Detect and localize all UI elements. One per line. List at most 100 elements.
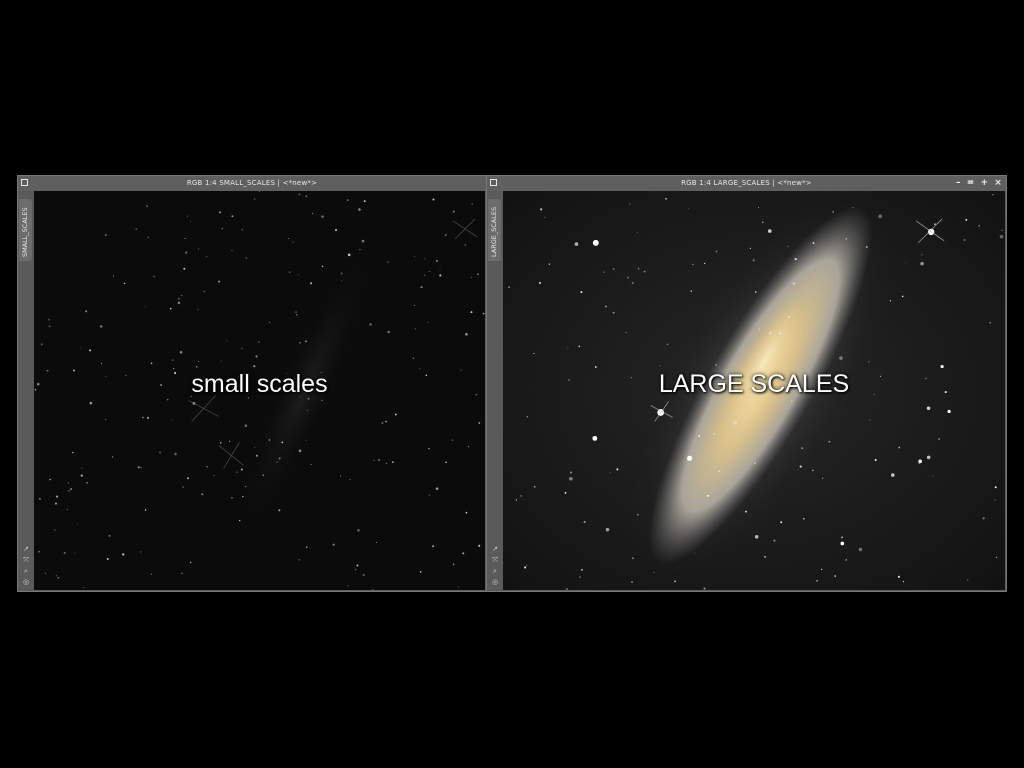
star — [982, 517, 985, 520]
star — [174, 452, 177, 456]
zoom-icon[interactable]: ⌕ — [24, 567, 28, 575]
close-icon[interactable]: × — [994, 178, 1002, 188]
star — [203, 290, 205, 293]
star — [56, 495, 59, 498]
fit-icon[interactable]: ⤧ — [23, 556, 29, 564]
image-viewport[interactable]: small scales — [34, 191, 485, 590]
star — [221, 228, 223, 230]
star — [439, 274, 442, 277]
star — [832, 211, 834, 213]
star — [123, 282, 126, 285]
star — [482, 312, 485, 315]
star — [105, 418, 107, 420]
star — [298, 193, 301, 196]
star — [341, 280, 343, 282]
star — [340, 272, 343, 275]
star — [361, 239, 365, 243]
star — [580, 291, 583, 294]
star — [978, 225, 980, 227]
star — [320, 372, 322, 374]
star — [715, 250, 718, 253]
star — [715, 364, 718, 366]
star — [288, 271, 291, 274]
star — [184, 237, 186, 240]
star — [797, 468, 799, 470]
star — [236, 471, 238, 473]
star — [83, 586, 85, 588]
window-sidebar: SMALL_SCALES ↗ ⤧ ⌕ ◎ — [18, 191, 34, 591]
star — [104, 234, 107, 236]
star — [609, 472, 611, 474]
star — [821, 568, 823, 571]
window-menu-icon[interactable] — [21, 179, 28, 186]
image-window-small-scales[interactable]: RGB 1:4 SMALL_SCALES | <*new*> SMALL_SCA… — [17, 175, 487, 592]
star — [72, 369, 76, 372]
image-id-label: LARGE_SCALES — [490, 206, 498, 257]
star — [122, 553, 125, 556]
expand-icon[interactable]: ↗ — [492, 545, 498, 553]
title-bar[interactable]: RGB 1:4 LARGE_SCALES | <*new*> – ≖ + × — [487, 176, 1006, 191]
star — [733, 420, 738, 425]
star — [707, 494, 710, 497]
zoom-icon[interactable]: ⌕ — [493, 567, 497, 575]
image-id-tab[interactable]: SMALL_SCALES — [19, 199, 32, 261]
star — [179, 350, 183, 354]
star — [515, 499, 518, 501]
star — [865, 245, 868, 249]
star — [206, 466, 208, 468]
image-id-label: SMALL_SCALES — [21, 207, 29, 257]
star — [762, 221, 764, 223]
image-id-tab[interactable]: LARGE_SCALES — [488, 199, 501, 261]
star — [902, 581, 905, 583]
star — [141, 416, 144, 419]
target-icon[interactable]: ◎ — [491, 578, 499, 586]
star — [445, 461, 447, 464]
star — [636, 231, 638, 233]
star — [80, 474, 83, 477]
star — [362, 573, 365, 576]
star — [356, 564, 359, 567]
star — [268, 321, 271, 324]
bright-star — [592, 239, 599, 246]
window-menu-icon[interactable] — [490, 179, 497, 186]
star — [159, 451, 162, 454]
diffraction-spikes — [650, 218, 945, 422]
star — [70, 488, 73, 490]
star — [169, 307, 172, 310]
star — [255, 454, 258, 457]
star — [321, 215, 324, 218]
star — [253, 198, 256, 200]
star — [186, 215, 188, 217]
target-icon[interactable]: ◎ — [22, 578, 30, 586]
star — [77, 523, 79, 525]
star — [938, 438, 940, 440]
star — [387, 261, 389, 263]
star — [276, 461, 278, 463]
star — [921, 254, 923, 256]
title-bar[interactable]: RGB 1:4 SMALL_SCALES | <*new*> — [18, 176, 486, 191]
star — [688, 207, 690, 209]
star — [845, 559, 848, 561]
shade-icon[interactable]: ≖ — [966, 178, 975, 188]
star — [659, 364, 661, 367]
star — [185, 251, 188, 254]
diffraction-spikes — [188, 218, 478, 469]
star — [889, 300, 892, 302]
star — [385, 420, 387, 423]
image-window-large-scales[interactable]: RGB 1:4 LARGE_SCALES | <*new*> – ≖ + × L… — [486, 175, 1007, 592]
star — [773, 539, 776, 542]
star — [540, 208, 543, 211]
image-viewport[interactable]: LARGE SCALES — [503, 191, 1005, 590]
star — [868, 361, 870, 363]
star — [737, 412, 739, 414]
expand-icon[interactable]: ↗ — [23, 545, 29, 553]
star — [189, 561, 192, 564]
star — [244, 424, 248, 428]
star — [49, 478, 51, 481]
minimize-icon[interactable]: – — [956, 178, 961, 188]
star — [989, 322, 991, 324]
star — [1001, 229, 1003, 231]
fit-icon[interactable]: ⤧ — [492, 556, 498, 564]
maximize-icon[interactable]: + — [980, 178, 989, 188]
star — [63, 552, 66, 554]
